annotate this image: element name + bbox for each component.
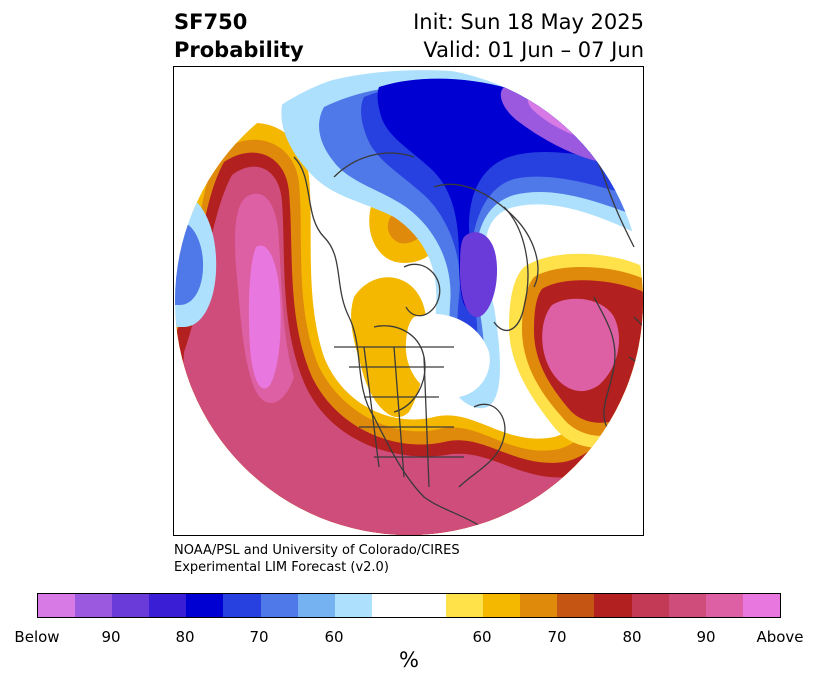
credits-line1: NOAA/PSL and University of Colorado/CIRE…: [174, 543, 460, 558]
colorbar-segment: [38, 594, 76, 617]
colorbar-segment: [260, 594, 298, 617]
colorbar-tick-label: Above: [756, 628, 804, 646]
colorbar-tick-label: 70: [547, 628, 567, 646]
variable-name: SF750: [174, 10, 248, 34]
colorbar-tick-label: 80: [175, 628, 195, 646]
title-left: SF750 Probability: [174, 8, 304, 64]
valid-range: Valid: 01 Jun – 07 Jun: [423, 38, 644, 62]
colorbar-segment: [371, 594, 447, 617]
colorbar-segment: [520, 594, 558, 617]
colorbar-segment: [112, 594, 150, 617]
colorbar-tick-label: 60: [472, 628, 492, 646]
credits: NOAA/PSL and University of Colorado/CIRE…: [174, 542, 460, 576]
colorbar-tick-label: 90: [101, 628, 121, 646]
colorbar-tick-label: 60: [324, 628, 344, 646]
colorbar-tick-label: 90: [696, 628, 716, 646]
polar-map: [173, 66, 644, 536]
colorbar-segment: [483, 594, 521, 617]
colorbar-tick-label: 70: [249, 628, 269, 646]
coastlines: [293, 106, 643, 535]
colorbar-segment: [149, 594, 187, 617]
pacific-extreme-core: [248, 245, 281, 389]
colorbar-segment: [75, 594, 113, 617]
colorbar-segment: [446, 594, 484, 617]
colorbar-tick-label: 80: [622, 628, 642, 646]
colorbar-segment: [297, 594, 335, 617]
colorbar-segment: [594, 594, 632, 617]
atlantic-above-core: [542, 298, 619, 392]
colorbar-segment: [742, 594, 780, 617]
init-date: Init: Sun 18 May 2025: [413, 10, 644, 34]
probability-field: [175, 67, 643, 535]
colorbar-segment: [557, 594, 595, 617]
colorbar-segment: [631, 594, 669, 617]
colorbar-segment: [705, 594, 743, 617]
credits-line2: Experimental LIM Forecast (v2.0): [174, 560, 389, 575]
product-name: Probability: [174, 38, 304, 62]
colorbar-segment: [186, 594, 224, 617]
colorbar: [37, 593, 781, 618]
colorbar-segment: [223, 594, 261, 617]
title-right: Init: Sun 18 May 2025 Valid: 01 Jun – 07…: [413, 8, 644, 64]
colorbar-segment: [668, 594, 706, 617]
colorbar-tick-label: Below: [14, 628, 60, 646]
colorbar-unit: %: [399, 648, 419, 672]
colorbar-segment: [334, 594, 372, 617]
probability-map-svg: [175, 67, 643, 535]
